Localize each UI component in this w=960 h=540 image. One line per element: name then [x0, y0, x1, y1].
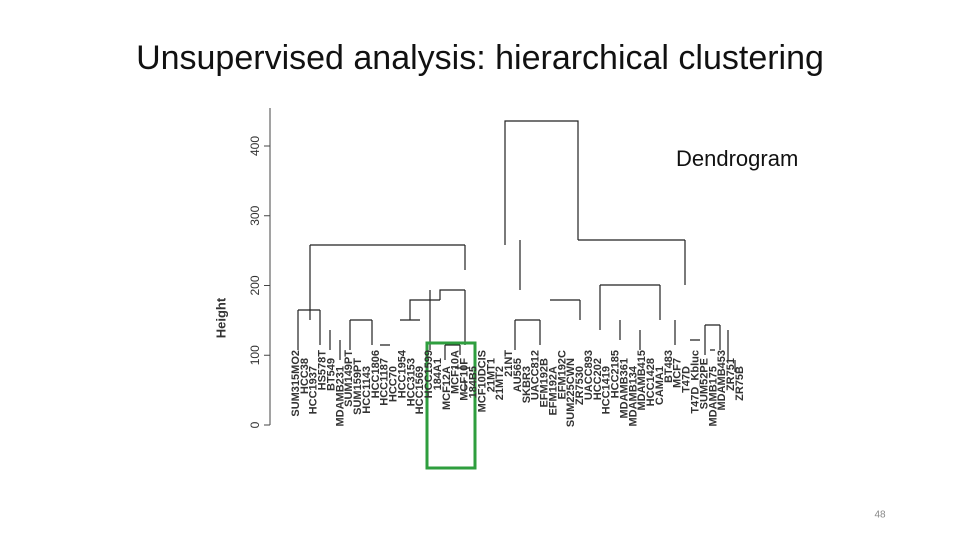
leaf-label: MCF10A — [450, 350, 462, 394]
leaf-label: CAMA1 — [654, 366, 666, 405]
annotation: Dendrogram — [676, 146, 798, 171]
leaf-label: SUM315MO2 — [290, 350, 302, 417]
leaf-label: MDAMB361 — [618, 358, 630, 419]
leaf-label: HCC1937 — [308, 366, 320, 414]
leaf-label: HCC1599 — [423, 350, 435, 398]
leaf-label: SKBR3 — [521, 366, 533, 403]
leaf-label: UACC812 — [530, 350, 542, 400]
leaf-label: HCC1806 — [370, 350, 382, 398]
leaf-label: AU565 — [512, 358, 524, 392]
leaf-label: MDAMB134 — [627, 365, 639, 426]
leaf-label: HCC1187 — [379, 358, 391, 406]
leaf-label: SUM52PE — [698, 358, 710, 409]
leaf-label: UACC893 — [583, 350, 595, 400]
page-number: 48 — [874, 510, 886, 521]
leaf-label: HCC1569 — [414, 366, 426, 414]
leaf-label: 184B5 — [468, 366, 480, 398]
leaf-label: HCC1143 — [361, 366, 373, 414]
leaf-label: ZR7530 — [574, 366, 586, 405]
leaf-label: MDAMB415 — [636, 350, 648, 411]
leaf-label: 184A1 — [432, 358, 444, 390]
leaf-label: MCF7 — [672, 358, 684, 388]
leaf-label: MCF12A — [441, 366, 453, 410]
leaf-label: HCC202 — [592, 358, 604, 400]
y-tick-label: 400 — [248, 136, 262, 156]
leaf-label: ZR75B — [734, 366, 746, 401]
leaf-label: BT549 — [325, 358, 337, 391]
leaf-label: HCC2185 — [610, 350, 622, 398]
dendrogram-branches — [297, 120, 736, 392]
leaf-label: SUM159PT — [352, 358, 364, 415]
leaf-label: MCF10F — [459, 358, 471, 401]
leaf-label: BT483 — [663, 350, 675, 383]
leaf-label: MDAMB231 — [334, 366, 346, 427]
y-tick-label: 0 — [248, 421, 262, 428]
leaf-label: ZR751 — [725, 358, 737, 391]
leaf-label: HCC1419 — [601, 366, 613, 414]
leaf-label: 21MT1 — [485, 358, 497, 392]
leaf-label: EFM192C — [556, 350, 568, 400]
highlight-box — [425, 341, 477, 470]
leaf-label: MCF10DCIS — [476, 350, 488, 412]
leaf-label: MDAMB453 — [716, 350, 728, 411]
leaf-label: EFM192B — [539, 358, 551, 408]
y-tick-label: 300 — [248, 205, 262, 225]
leaf-label: 21NT — [503, 350, 515, 377]
y-tick-label: 100 — [248, 345, 262, 365]
leaf-label: HCC1954 — [396, 349, 408, 398]
leaf-label: HCC38 — [299, 358, 311, 394]
leaf-label: SUM149PT — [343, 350, 355, 407]
leaf-label: HCC3153 — [405, 358, 417, 406]
leaf-label: HCC1428 — [645, 358, 657, 406]
leaf-label: EFM192A — [547, 366, 559, 416]
leaf-label: SUM225CWN — [565, 358, 577, 427]
leaf-label: T47D_Kbluc — [690, 350, 702, 414]
leaf-label: HCC70 — [388, 366, 400, 402]
y-tick-label: 200 — [248, 275, 262, 295]
leaf-label: T47D — [681, 366, 693, 393]
leaf-label: HS578T — [317, 350, 329, 391]
y-axis-label: Height — [213, 297, 228, 338]
leaf-label: 21MT2 — [494, 366, 506, 400]
leaf-label: MDAMB175 — [707, 366, 719, 427]
slide-title: Unsupervised analysis: hierarchical clus… — [136, 39, 824, 77]
